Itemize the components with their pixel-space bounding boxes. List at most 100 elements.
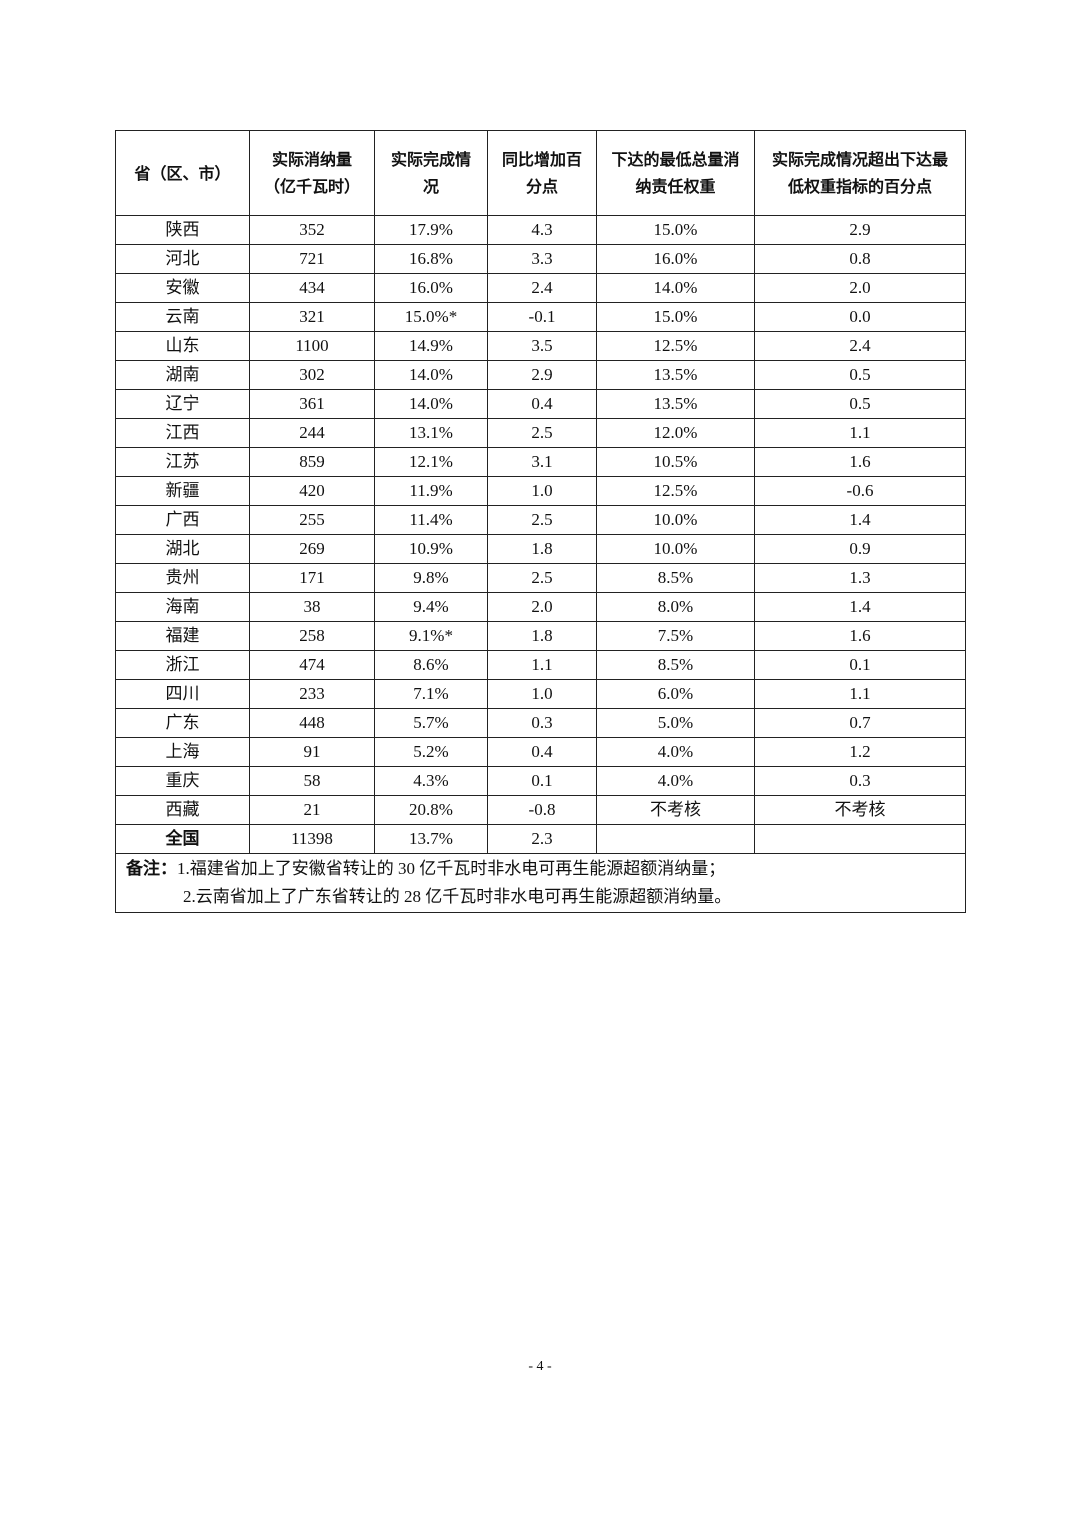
cell: 10.9% <box>374 534 488 564</box>
cell: 12.0% <box>596 418 755 448</box>
cell: 12.1% <box>374 447 488 477</box>
header-actual-completion: 实际完成情况 <box>374 130 488 216</box>
cell: 15.0% <box>596 302 755 332</box>
header-yoy-increase: 同比增加百分点 <box>487 130 597 216</box>
cell: 434 <box>249 273 375 303</box>
cell: 20.8% <box>374 795 488 825</box>
cell <box>754 824 966 854</box>
cell: 1.2 <box>754 737 966 767</box>
cell: 0.0 <box>754 302 966 332</box>
cell: 12.5% <box>596 476 755 506</box>
table-row: 陕西 352 17.9% 4.3 15.0% 2.9 <box>115 215 966 245</box>
cell: 6.0% <box>596 679 755 709</box>
cell: 321 <box>249 302 375 332</box>
cell: 11398 <box>249 824 375 854</box>
cell: 10.5% <box>596 447 755 477</box>
cell: 辽宁 <box>115 389 250 419</box>
total-row: 全国 11398 13.7% 2.3 <box>115 824 966 854</box>
cell: 4.3% <box>374 766 488 796</box>
cell: -0.8 <box>487 795 597 825</box>
table-row: 云南 321 15.0%* -0.1 15.0% 0.0 <box>115 302 966 332</box>
table-row: 广东 448 5.7% 0.3 5.0% 0.7 <box>115 708 966 738</box>
cell: 474 <box>249 650 375 680</box>
cell: 0.8 <box>754 244 966 274</box>
table-row: 安徽 434 16.0% 2.4 14.0% 2.0 <box>115 273 966 303</box>
cell: 2.5 <box>487 505 597 535</box>
cell: 2.5 <box>487 418 597 448</box>
cell: 13.1% <box>374 418 488 448</box>
header-actual-consumption: 实际消纳量（亿千瓦时） <box>249 130 375 216</box>
cell: 11.9% <box>374 476 488 506</box>
note-row: 备注：1.福建省加上了安徽省转让的 30 亿千瓦时非水电可再生能源超额消纳量； … <box>115 853 966 913</box>
cell: 3.1 <box>487 447 597 477</box>
cell: 14.9% <box>374 331 488 361</box>
cell: 0.3 <box>754 766 966 796</box>
cell: 1.6 <box>754 447 966 477</box>
cell: 448 <box>249 708 375 738</box>
cell: 3.3 <box>487 244 597 274</box>
cell: 2.5 <box>487 563 597 593</box>
cell: 安徽 <box>115 273 250 303</box>
cell: 4.3 <box>487 215 597 245</box>
cell: 四川 <box>115 679 250 709</box>
table-row: 江苏 859 12.1% 3.1 10.5% 1.6 <box>115 447 966 477</box>
cell: 0.4 <box>487 389 597 419</box>
table-row: 广西 255 11.4% 2.5 10.0% 1.4 <box>115 505 966 535</box>
cell: 7.5% <box>596 621 755 651</box>
cell: 17.9% <box>374 215 488 245</box>
cell: 5.7% <box>374 708 488 738</box>
cell: 1.1 <box>754 418 966 448</box>
cell: 陕西 <box>115 215 250 245</box>
cell: 0.7 <box>754 708 966 738</box>
cell: 广东 <box>115 708 250 738</box>
cell: 1100 <box>249 331 375 361</box>
cell: 9.8% <box>374 563 488 593</box>
cell: 8.5% <box>596 563 755 593</box>
cell: 浙江 <box>115 650 250 680</box>
table-row: 福建 258 9.1%* 1.8 7.5% 1.6 <box>115 621 966 651</box>
page-number: - 4 - <box>528 1359 552 1374</box>
cell: 13.7% <box>374 824 488 854</box>
cell: 不考核 <box>754 795 966 825</box>
cell: 2.9 <box>487 360 597 390</box>
cell: 全国 <box>115 824 250 854</box>
cell: 12.5% <box>596 331 755 361</box>
cell: 16.8% <box>374 244 488 274</box>
cell: 38 <box>249 592 375 622</box>
table-row: 西藏 21 20.8% -0.8 不考核 不考核 <box>115 795 966 825</box>
cell: 21 <box>249 795 375 825</box>
consumption-table: 省（区、市） 实际消纳量（亿千瓦时） 实际完成情况 同比增加百分点 下达的最低总… <box>115 130 966 913</box>
cell: 4.0% <box>596 737 755 767</box>
cell: 58 <box>249 766 375 796</box>
table-row: 河北 721 16.8% 3.3 16.0% 0.8 <box>115 244 966 274</box>
header-min-weight: 下达的最低总量消纳责任权重 <box>596 130 755 216</box>
cell: 1.3 <box>754 563 966 593</box>
cell: 3.5 <box>487 331 597 361</box>
cell: 1.1 <box>487 650 597 680</box>
cell: 9.4% <box>374 592 488 622</box>
cell: 0.5 <box>754 389 966 419</box>
note-1: 1.福建省加上了安徽省转让的 30 亿千瓦时非水电可再生能源超额消纳量； <box>177 859 726 878</box>
cell: 0.1 <box>487 766 597 796</box>
cell: 2.4 <box>754 331 966 361</box>
table-row: 贵州 171 9.8% 2.5 8.5% 1.3 <box>115 563 966 593</box>
table-row: 重庆 58 4.3% 0.1 4.0% 0.3 <box>115 766 966 796</box>
cell: 302 <box>249 360 375 390</box>
table-row: 江西 244 13.1% 2.5 12.0% 1.1 <box>115 418 966 448</box>
cell: 1.6 <box>754 621 966 651</box>
cell: 8.5% <box>596 650 755 680</box>
cell: 2.9 <box>754 215 966 245</box>
cell: 1.0 <box>487 476 597 506</box>
cell: 244 <box>249 418 375 448</box>
table-row: 上海 91 5.2% 0.4 4.0% 1.2 <box>115 737 966 767</box>
cell: 269 <box>249 534 375 564</box>
note-cell: 备注：1.福建省加上了安徽省转让的 30 亿千瓦时非水电可再生能源超额消纳量； … <box>115 853 966 913</box>
cell: 14.0% <box>596 273 755 303</box>
cell: 0.5 <box>754 360 966 390</box>
cell: 10.0% <box>596 534 755 564</box>
cell: 258 <box>249 621 375 651</box>
cell: 贵州 <box>115 563 250 593</box>
cell: 0.4 <box>487 737 597 767</box>
table-row: 浙江 474 8.6% 1.1 8.5% 0.1 <box>115 650 966 680</box>
cell: 2.0 <box>487 592 597 622</box>
